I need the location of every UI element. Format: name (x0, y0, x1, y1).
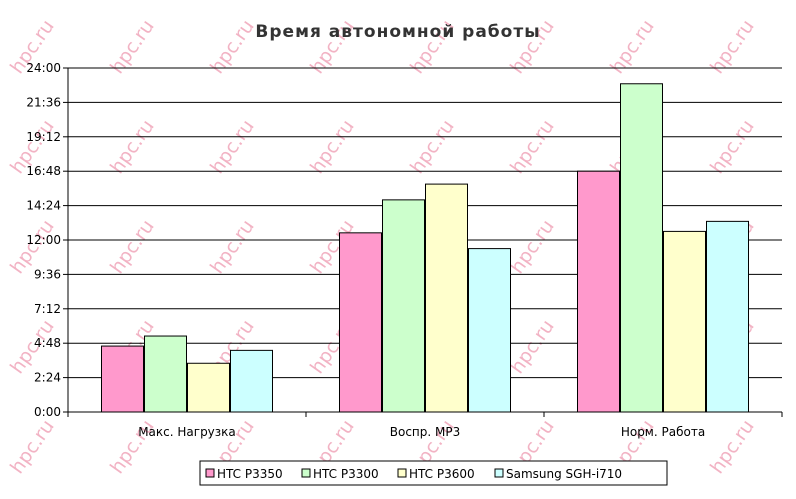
legend-swatch (397, 468, 407, 478)
axes (67, 68, 783, 417)
watermark-text-15: hpc.ru (706, 116, 759, 178)
x-axis-categories: Макс. Нагрузка Воспр. MP3 Норм. Работа (138, 425, 705, 439)
bar-1-2 (620, 83, 663, 413)
watermark-text-17: hpc.ru (106, 216, 159, 278)
bar-3-1 (468, 248, 511, 413)
bar-0-1 (339, 232, 382, 413)
legend-label: HTC P3300 (313, 467, 379, 481)
y-tick-label: 16:48 (26, 164, 61, 178)
watermark-text-29: hpc.ru (506, 316, 559, 378)
y-tick-label: 21:36 (26, 95, 61, 109)
bar-3-0 (230, 349, 273, 413)
category-label: Макс. Нагрузка (138, 425, 236, 439)
legend-label: Samsung SGH-i710 (506, 467, 622, 481)
category-label: Норм. Работа (621, 425, 705, 439)
legend-swatch (301, 468, 311, 478)
y-tick-label: 0:00 (34, 405, 61, 419)
bar-2-2 (663, 230, 706, 413)
watermark-text-18: hpc.ru (206, 216, 259, 278)
y-tick-label: 7:12 (34, 302, 61, 316)
legend: HTC P3350 HTC P3300 HTC P3600 Samsung SGH-i… (199, 460, 668, 486)
watermark-text-13: hpc.ru (506, 116, 559, 178)
watermark-text-32: hpc.ru (6, 416, 59, 478)
y-tick-label: 14:24 (26, 199, 61, 213)
y-tick-label: 2:24 (34, 371, 61, 385)
bars (101, 83, 749, 413)
watermark-text-7: hpc.ru (706, 16, 759, 78)
bar-0-0 (101, 345, 144, 413)
y-tick-label: 4:48 (34, 336, 61, 350)
chart-title: Время автономной работы (255, 22, 540, 42)
y-tick-label: 9:36 (34, 267, 61, 281)
watermark-text-9: hpc.ru (106, 116, 159, 178)
legend-box (199, 460, 668, 486)
watermark-text-12: hpc.ru (406, 116, 459, 178)
watermark-text-1: hpc.ru (106, 16, 159, 78)
watermark-text-10: hpc.ru (206, 116, 259, 178)
legend-label: HTC P3350 (217, 467, 283, 481)
y-tick-label: 19:12 (26, 130, 61, 144)
bar-2-1 (425, 183, 468, 413)
watermark-text-21: hpc.ru (506, 216, 559, 278)
watermark-text-11: hpc.ru (306, 116, 359, 178)
watermark-text-6: hpc.ru (606, 16, 659, 78)
bar-0-2 (577, 170, 620, 413)
bar-1-0 (144, 335, 187, 413)
y-tick-label: 24:00 (26, 61, 61, 75)
watermark-text-39: hpc.ru (706, 416, 759, 478)
bar-3-2 (706, 220, 749, 413)
legend-swatch (494, 468, 504, 478)
bar-1-1 (382, 199, 425, 413)
legend-label: HTC P3600 (409, 467, 475, 481)
category-label: Воспр. MP3 (390, 425, 461, 439)
y-axis-ticks: 0:00 2:24 4:48 7:12 9:36 12:00 14:24 16:48 19:12… (26, 61, 68, 419)
y-tick-label: 12:00 (26, 233, 61, 247)
watermark-text-2: hpc.ru (206, 16, 259, 78)
legend-swatch (205, 468, 215, 478)
bar-2-0 (187, 362, 230, 413)
